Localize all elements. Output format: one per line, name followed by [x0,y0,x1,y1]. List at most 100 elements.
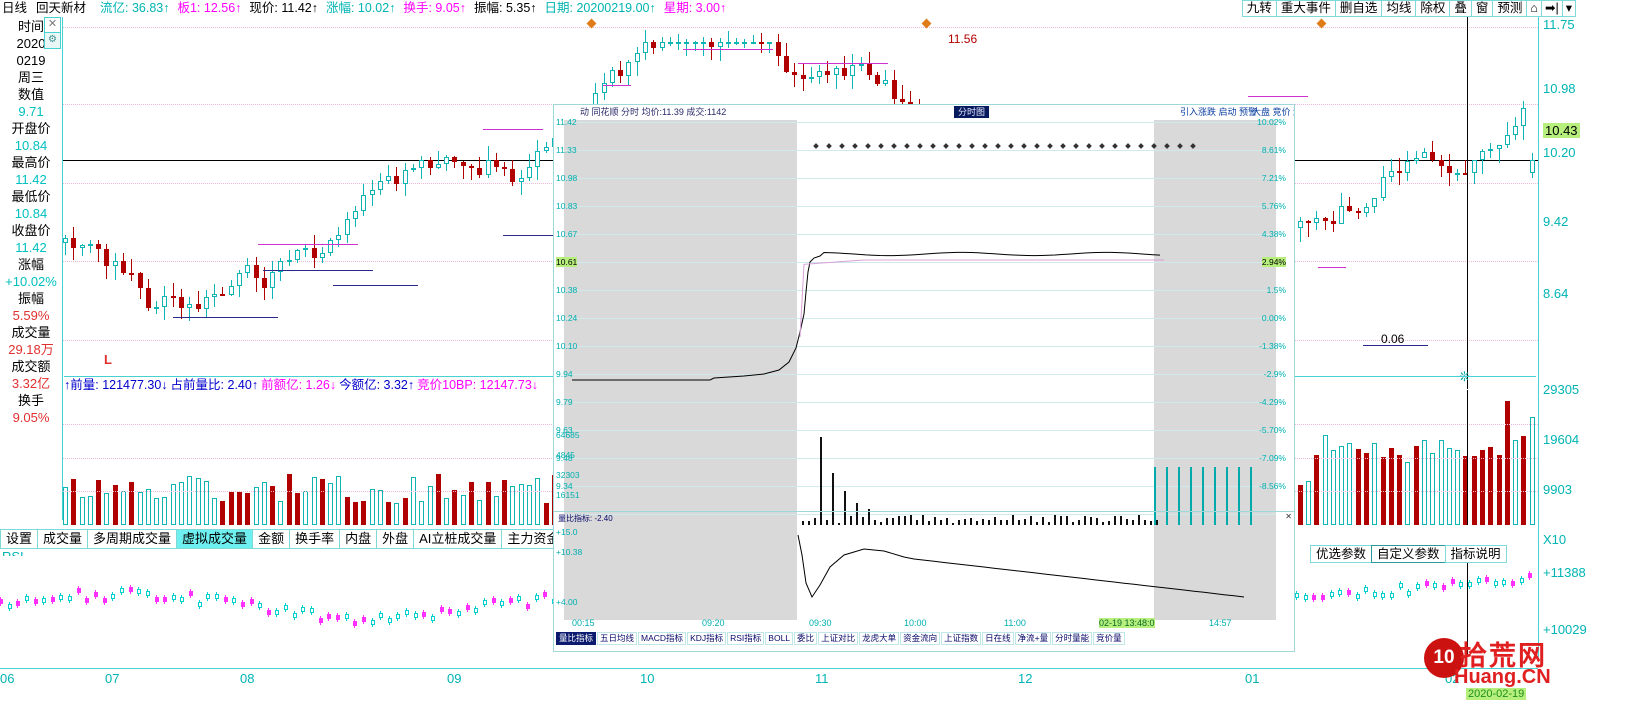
quote-field: 涨幅: 10.02↑ [325,1,396,15]
popup-lower-indicator[interactable]: +15.0 +10.38 +4.00 [554,525,1294,620]
rsi-body [232,598,236,604]
toolbar-btn-major-events[interactable]: 重大事件 [1275,0,1335,17]
rsi-body [172,594,176,600]
popup-tab-资金流向[interactable]: 资金流向 [900,632,941,645]
popup-title-badge[interactable]: 分时图 [954,106,990,118]
popup-volume-bar [886,518,888,525]
rsi-body [353,620,357,626]
volume-tab-多周期成交量[interactable]: 多周期成交量 [87,529,177,549]
volume-tab-AI立桩成交量[interactable]: AI立桩成交量 [413,529,502,549]
popup-volume-bar [922,515,924,525]
lock-icon[interactable]: ⌂ [1526,0,1541,17]
param-btn-指标说明[interactable]: 指标说明 [1444,545,1507,563]
volume-bar [1397,455,1402,525]
drawn-line[interactable] [333,285,418,286]
candle-body [1530,159,1535,173]
popup-tab-KDJ指标[interactable]: KDJ指标 [687,632,727,645]
volume-bar [345,497,350,525]
toolbar-btn-forecast[interactable]: 预测 [1492,0,1527,17]
drawn-line[interactable] [258,244,358,245]
popup-tab-量比指标[interactable]: 量比指标 [556,632,597,645]
toolbar-btn-jiuzhuan[interactable]: 九转 [1241,0,1276,17]
candle-body [353,210,358,220]
popup-tab-净流+量[interactable]: 净流+量 [1014,632,1052,645]
volume-tab-设置[interactable]: 设置 [0,529,38,549]
candle-body [1381,177,1386,198]
volume-bar [336,475,341,525]
intraday-popup-window[interactable]: 动 同花顺 分时 均价:11.39 成交:1142 分时图 引入涨跌 启动 预警… [553,104,1295,652]
drawn-line[interactable] [173,317,278,318]
popup-tab-分时量能[interactable]: 分时量能 [1052,632,1093,645]
popup-tab-上证对比[interactable]: 上证对比 [818,632,859,645]
drawn-line[interactable] [1363,345,1428,346]
toolbar-btn-adjust[interactable]: 除权 [1415,0,1450,17]
volume-tab-金额[interactable]: 金额 [252,529,290,549]
candle-body [113,260,118,267]
top-toolbar[interactable]: 九转 重大事件 删自选 均线 除权 叠 窗 预测 ⌂ ➡| ▾ [1241,0,1576,17]
popup-title-bar[interactable]: 动 同花顺 分时 均价:11.39 成交:1142 分时图 引入涨跌 启动 预警… [554,105,1294,121]
period-label[interactable]: 日线 [2,1,28,15]
drawn-line[interactable] [603,85,631,86]
volume-bar [477,499,482,525]
toolbar-btn-window[interactable]: 窗 [1470,0,1493,17]
drawn-line[interactable] [263,270,373,271]
volume-tab-成交量[interactable]: 成交量 [37,529,88,549]
volume-bar [386,501,391,525]
drawn-line[interactable] [503,235,563,236]
volume-bar [254,486,259,525]
volume-tab-内盘[interactable]: 内盘 [339,529,377,549]
popup-tab-上证指数[interactable]: 上证指数 [941,632,982,645]
popup-tab-委比[interactable]: 委比 [794,632,818,645]
toolbar-btn-overlay[interactable]: 叠 [1449,0,1471,17]
gear-icon[interactable]: ⚙ [44,32,61,49]
popup-tab-五日均线[interactable]: 五日均线 [597,632,638,645]
candle-body [1331,221,1336,224]
toolbar-btn-remove-favorite[interactable]: 删自选 [1334,0,1382,17]
candle-wick [173,283,174,307]
param-btn-优选参数[interactable]: 优选参数 [1310,545,1372,563]
candle-body [792,71,797,76]
candle-wick [1349,196,1350,212]
popup-intraday-volume[interactable]: 64685 4845 32303 16151 [556,420,1276,525]
popup-pct-tick: 2.94% [1261,257,1286,267]
popup-volume-bar [808,520,810,525]
candle-body [370,189,375,196]
volume-tab-虚拟成交量[interactable]: 虚拟成交量 [176,529,253,549]
header-quote-fields: 流亿: 36.83↑ 板1: 12.56↑ 现价: 11.42↑ 涨幅: 10.02↑… [100,0,734,16]
popup-close-icon[interactable]: ✕ [1285,512,1292,521]
stock-name[interactable]: 回天新材 [36,1,87,15]
volume-bar [245,493,250,525]
popup-pct-tick: 5.76% [1261,201,1286,211]
toolbar-btn-ma[interactable]: 均线 [1381,0,1416,17]
drawn-line[interactable] [1318,267,1346,268]
candle-wick [479,156,480,178]
price-tick: 11.75 [1543,17,1575,32]
volume-bar [129,482,134,525]
volume-indicator-tabs[interactable]: 设置 成交量 多周期成交量 虚拟成交量 金额 换手率 内盘 外盘 AI立桩成交量 主力资金流 [0,529,579,549]
param-btn-自定义参数[interactable]: 自定义参数 [1371,545,1445,563]
candle-body [701,42,706,45]
volume-bar [278,500,283,525]
rsi-body [535,595,539,601]
popup-tab-RSI指标[interactable]: RSI指标 [727,632,765,645]
popup-tab-BOLL[interactable]: BOLL [765,632,794,645]
drawn-line[interactable] [1248,96,1308,97]
drawn-line[interactable] [683,49,773,50]
left-row-value: 10.84 [14,206,48,221]
indicator-param-buttons[interactable]: 优选参数 自定义参数 指标说明 [1310,545,1507,563]
popup-tab-日在线[interactable]: 日在线 [982,632,1014,645]
popup-title-right-tools[interactable]: 大盘 竞价 涨跌 ＋ − ▦ ▾ [1252,107,1294,117]
volume-tab-外盘[interactable]: 外盘 [376,529,414,549]
popup-tab-MACD指标[interactable]: MACD指标 [638,632,687,645]
popup-bottom-tabs[interactable]: 量比指标 五日均线 MACD指标 KDJ指标 RSI指标 BOLL 委比 上证对比 龙虎大单 资金… [556,632,1292,646]
popup-title-checks[interactable]: 引入涨跌 启动 预警 [1180,107,1258,117]
left-row-label: 2020 [16,36,46,51]
drawn-line[interactable] [798,63,888,64]
popup-tab-竞价量[interactable]: 竞价量 [1093,632,1125,645]
jump-icon[interactable]: ➡| [1540,0,1562,17]
volume-tab-换手率[interactable]: 换手率 [289,529,340,549]
popup-tab-龙虎大单[interactable]: 龙虎大单 [859,632,900,645]
chevron-down-icon[interactable]: ▾ [1561,0,1576,17]
drawn-line[interactable] [483,129,543,130]
popup-gridline [564,150,1276,151]
